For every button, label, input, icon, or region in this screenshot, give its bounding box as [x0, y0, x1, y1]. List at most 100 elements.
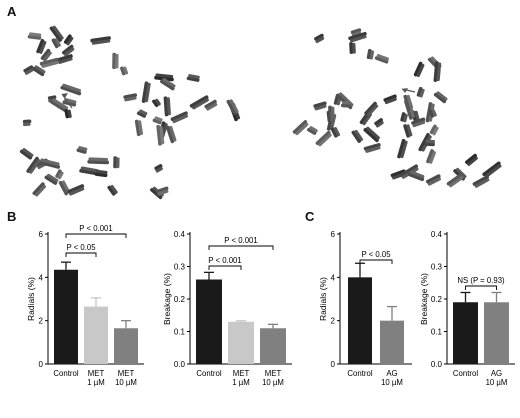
chromosome [433, 61, 442, 82]
chromosome [366, 48, 375, 60]
chromosome [433, 91, 448, 104]
y-tick-label: 0.0 [174, 360, 186, 369]
arrow-line [61, 93, 73, 109]
chromosome [424, 139, 436, 147]
significance-bracket [65, 233, 127, 238]
chromosome [292, 120, 309, 136]
y-tick-label: 4 [331, 273, 336, 282]
chromosome [204, 99, 218, 111]
chromosome [113, 156, 120, 169]
y-tick-label: 0 [39, 360, 44, 369]
chromosome [403, 124, 413, 138]
chromosome [32, 182, 47, 197]
chromosome [40, 48, 52, 62]
category-label: MET [88, 369, 105, 378]
chromosome [94, 169, 108, 178]
chromosome [112, 52, 119, 70]
chromosome [156, 186, 169, 196]
y-tick-label: 2 [331, 317, 336, 326]
chromosome [348, 31, 367, 43]
chromosome [472, 175, 490, 188]
chromosome [67, 184, 85, 196]
chromosome [136, 109, 148, 118]
chromosome [351, 129, 364, 143]
significance-label: NS (P = 0.93) [457, 276, 505, 285]
category-label: AG [386, 369, 397, 378]
category-label: 10 µM [486, 378, 508, 387]
chromosome [154, 164, 163, 173]
bar [54, 269, 78, 364]
panel-c-label: C [305, 209, 315, 224]
chromosome [413, 61, 425, 78]
chromosome [120, 66, 129, 76]
chromosome [36, 38, 47, 54]
chromosome [330, 127, 341, 138]
significance-bracket [208, 245, 274, 250]
y-tick-label: 0.2 [174, 295, 186, 304]
chromosome [26, 156, 41, 174]
chromosome [23, 65, 34, 75]
chromosome [425, 174, 441, 186]
bar [453, 302, 478, 364]
y-axis-label: Breakage (%) [162, 273, 172, 325]
y-tick-label: 0.4 [431, 230, 443, 239]
chromosome [411, 117, 426, 128]
chromosome [123, 93, 138, 102]
chromosome [27, 32, 42, 40]
chromosome [314, 33, 325, 44]
y-axis-label: Breakage (%) [419, 273, 429, 325]
chromosome [79, 166, 99, 176]
bar [196, 279, 222, 364]
y-tick-label: 0.1 [431, 328, 443, 337]
chromosome [64, 109, 72, 119]
chromosome [90, 36, 111, 45]
chromosome [141, 81, 151, 103]
chromosome [400, 112, 408, 123]
chromosome [482, 161, 502, 178]
y-tick-label: 0.2 [431, 295, 443, 304]
chromosome [32, 65, 46, 77]
category-label: Control [453, 369, 478, 378]
category-label: 10 µM [381, 378, 403, 387]
y-tick-label: 0.3 [431, 263, 443, 272]
arrow-head [402, 88, 408, 93]
arrow-head [62, 93, 68, 98]
chromosome [107, 184, 118, 196]
chromosome [38, 158, 61, 169]
chromosome [428, 109, 437, 118]
chromosome [374, 118, 384, 128]
bar [484, 302, 509, 364]
chromosome [50, 98, 69, 113]
significance-bracket [465, 285, 497, 290]
category-label: Control [347, 369, 372, 378]
chromosome [152, 116, 163, 125]
chromosome [326, 110, 334, 123]
bar [380, 320, 404, 364]
y-axis-label: Radials (%) [26, 277, 36, 321]
significance-label: P < 0.001 [208, 256, 241, 265]
category-label: AG [491, 369, 502, 378]
bar [228, 321, 254, 364]
chromosome [170, 111, 188, 124]
chromosome [76, 146, 88, 154]
chromosome [60, 83, 82, 96]
category-label: MET [265, 369, 282, 378]
chromosome [307, 126, 318, 135]
y-tick-label: 6 [331, 230, 336, 239]
chromosome [49, 25, 64, 42]
chromosome [51, 38, 61, 49]
category-label: Control [53, 369, 78, 378]
chromosome [152, 98, 161, 108]
category-label: Control [196, 369, 221, 378]
chromosome [226, 99, 239, 115]
chromosome [189, 95, 209, 110]
chromosome [349, 42, 356, 54]
chromosome [166, 125, 177, 144]
significance-label: P < 0.001 [79, 224, 112, 233]
chromosome [364, 101, 379, 117]
category-label: 1 µM [87, 378, 105, 387]
significance-label: P < 0.05 [66, 243, 96, 252]
y-tick-label: 2 [39, 317, 44, 326]
